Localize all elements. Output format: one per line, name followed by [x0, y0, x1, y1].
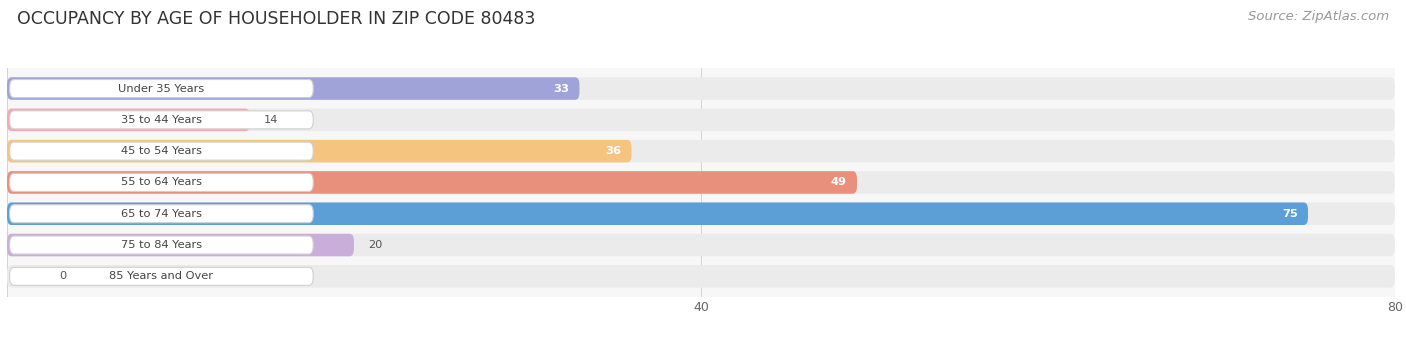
FancyBboxPatch shape — [10, 79, 314, 98]
Text: 75 to 84 Years: 75 to 84 Years — [121, 240, 202, 250]
Text: 45 to 54 Years: 45 to 54 Years — [121, 146, 202, 156]
FancyBboxPatch shape — [7, 234, 1395, 256]
FancyBboxPatch shape — [7, 171, 858, 194]
FancyBboxPatch shape — [7, 140, 631, 162]
FancyBboxPatch shape — [10, 267, 314, 285]
FancyBboxPatch shape — [10, 111, 314, 129]
Text: 0: 0 — [59, 271, 66, 281]
FancyBboxPatch shape — [7, 108, 250, 131]
Text: Under 35 Years: Under 35 Years — [118, 84, 204, 93]
Text: 35 to 44 Years: 35 to 44 Years — [121, 115, 202, 125]
Text: 85 Years and Over: 85 Years and Over — [110, 271, 214, 281]
Text: 55 to 64 Years: 55 to 64 Years — [121, 177, 202, 188]
FancyBboxPatch shape — [7, 140, 1395, 162]
FancyBboxPatch shape — [7, 77, 579, 100]
Text: 33: 33 — [553, 84, 569, 93]
FancyBboxPatch shape — [10, 205, 314, 223]
Text: 49: 49 — [831, 177, 846, 188]
FancyBboxPatch shape — [7, 171, 1395, 194]
FancyBboxPatch shape — [7, 203, 1395, 225]
FancyBboxPatch shape — [7, 234, 354, 256]
FancyBboxPatch shape — [7, 265, 1395, 287]
Text: 20: 20 — [368, 240, 382, 250]
Text: 36: 36 — [605, 146, 621, 156]
FancyBboxPatch shape — [10, 142, 314, 160]
Text: 75: 75 — [1282, 209, 1298, 219]
Text: OCCUPANCY BY AGE OF HOUSEHOLDER IN ZIP CODE 80483: OCCUPANCY BY AGE OF HOUSEHOLDER IN ZIP C… — [17, 10, 536, 28]
FancyBboxPatch shape — [7, 203, 1308, 225]
FancyBboxPatch shape — [10, 174, 314, 191]
FancyBboxPatch shape — [7, 108, 1395, 131]
Text: 14: 14 — [264, 115, 278, 125]
Text: Source: ZipAtlas.com: Source: ZipAtlas.com — [1249, 10, 1389, 23]
FancyBboxPatch shape — [10, 236, 314, 254]
Text: 65 to 74 Years: 65 to 74 Years — [121, 209, 202, 219]
FancyBboxPatch shape — [7, 77, 1395, 100]
